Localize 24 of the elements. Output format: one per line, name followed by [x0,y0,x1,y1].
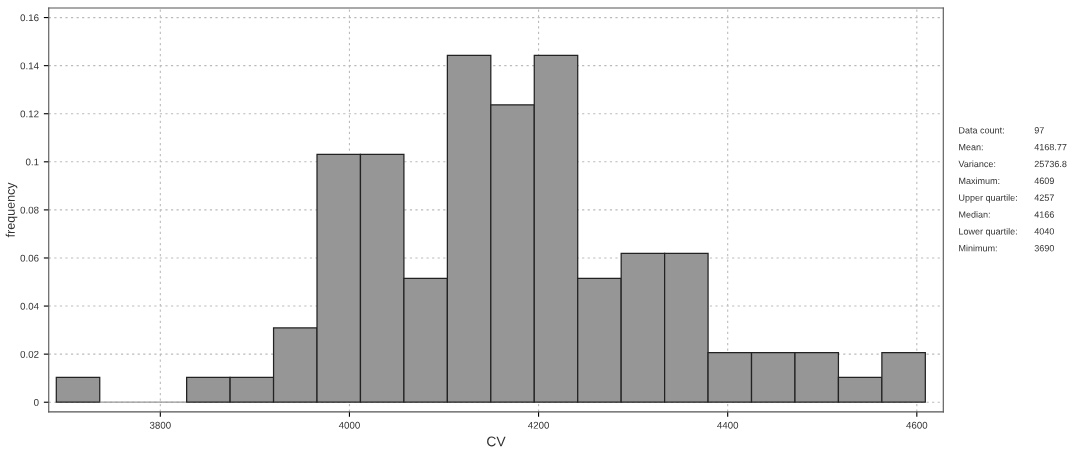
x-tick-label: 4600 [906,421,928,429]
y-tick-label: 0.02 [20,350,39,358]
x-tick-label: 4200 [527,421,549,429]
y-axis-title: frequency [5,182,18,238]
text: Minimum: 3690 [959,244,1054,252]
text: Maximum: 4609 [959,177,1054,185]
y-tick-label: 0.16 [20,14,39,22]
text: Variance: 25736.8 [958,160,1067,168]
y-tick-label: 0.08 [20,206,39,214]
text: Median: 4166 [959,211,1054,218]
x-tick-label: 4400 [717,421,739,429]
x-tick-label: 4000 [338,421,360,429]
y-tick-label: 0.06 [20,254,39,262]
y-tick-label: 0.14 [20,62,39,70]
y-tick-label: 0.04 [20,302,39,310]
x-tick-label: 3800 [149,421,171,429]
text: Data count: 97 [959,127,1044,134]
text: Mean: 4168.77 [959,143,1067,151]
y-tick-label: 0 [33,398,39,406]
y-tick-label: 0.1 [25,158,39,166]
text: Lower quartile: 4040 [959,227,1054,237]
text: Upper quartile: 4257 [959,194,1054,203]
y-tick-label: 0.12 [20,110,39,118]
x-axis-title: CV [487,436,506,447]
